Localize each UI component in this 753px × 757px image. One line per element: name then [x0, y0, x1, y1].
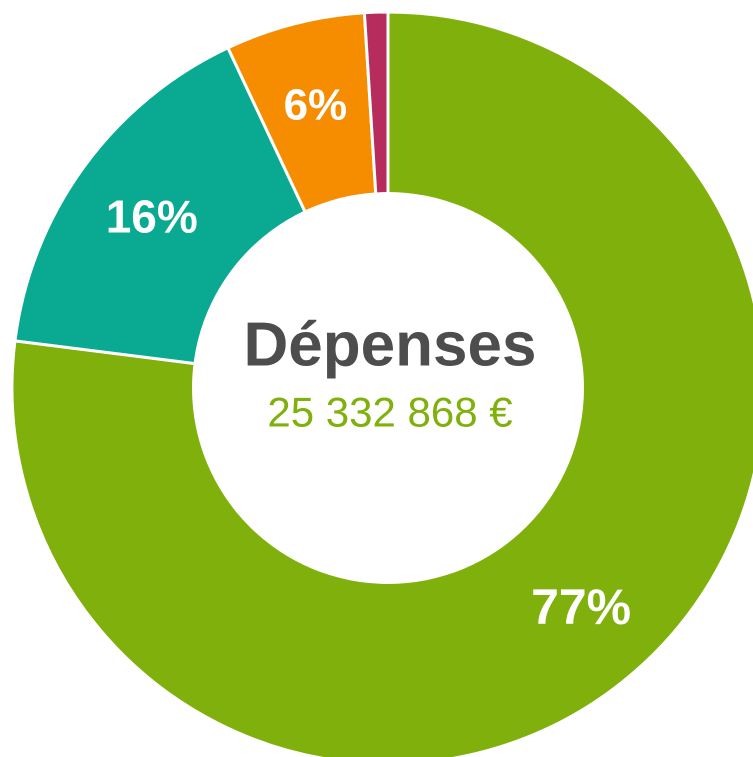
donut-hole	[192, 192, 584, 584]
slice-label-1: 16%	[106, 190, 198, 242]
slice-label-0: 77%	[531, 579, 631, 635]
total-amount: 25 332 868 €	[267, 389, 512, 436]
chart-title: Dépenses	[244, 311, 537, 380]
slice-0	[10, 10, 753, 757]
slice-labels-layer: 77% 16% 6%	[106, 81, 631, 635]
slice-label-2: 6%	[284, 81, 348, 130]
